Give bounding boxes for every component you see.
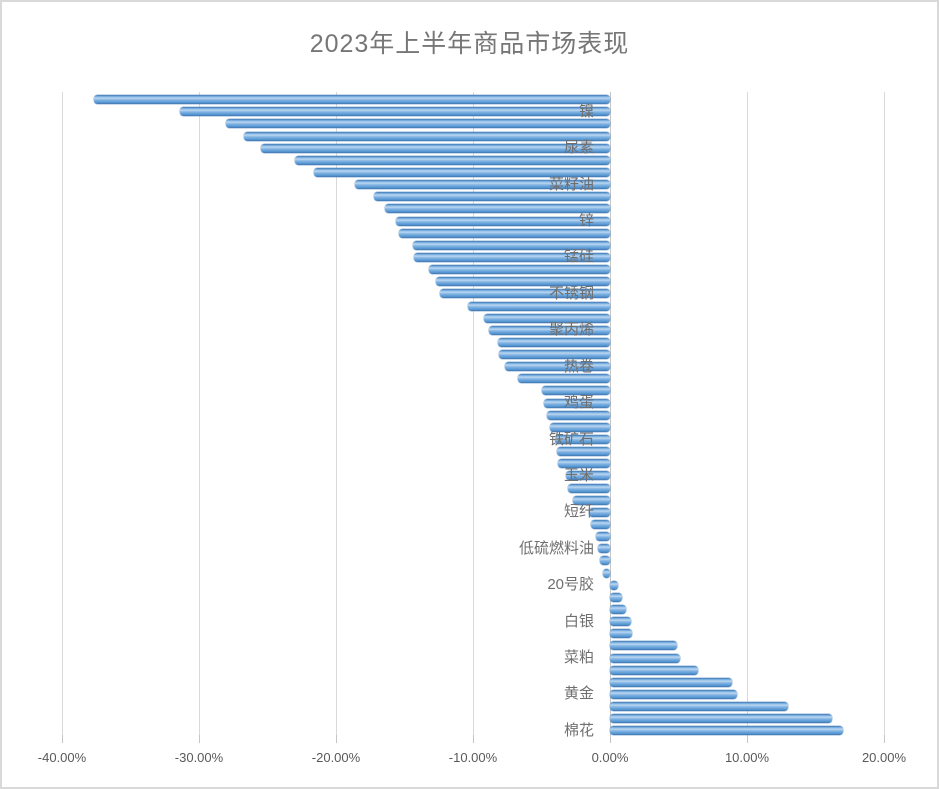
bar[interactable] bbox=[610, 641, 678, 651]
bar[interactable] bbox=[499, 350, 610, 360]
bar[interactable] bbox=[600, 556, 610, 566]
bar[interactable] bbox=[610, 665, 698, 675]
bar[interactable] bbox=[567, 483, 610, 493]
bar[interactable] bbox=[314, 168, 610, 178]
x-axis-tick-label: -20.00% bbox=[311, 750, 361, 765]
bar[interactable] bbox=[610, 714, 832, 724]
bar[interactable] bbox=[93, 95, 610, 105]
bar[interactable] bbox=[412, 240, 610, 250]
tick-mark bbox=[884, 735, 885, 743]
bar[interactable] bbox=[518, 374, 610, 384]
bar[interactable] bbox=[610, 726, 843, 736]
category-label: 不锈钢 bbox=[548, 284, 594, 302]
tick-mark bbox=[336, 735, 337, 743]
x-axis-tick-label: 0.00% bbox=[591, 750, 629, 765]
gridline bbox=[747, 92, 748, 735]
gridline bbox=[336, 92, 337, 735]
bar[interactable] bbox=[436, 277, 610, 287]
category-label: 玉米 bbox=[563, 466, 594, 484]
category-label: 锌 bbox=[578, 212, 594, 230]
bar[interactable] bbox=[573, 495, 610, 505]
bar[interactable] bbox=[244, 131, 610, 141]
category-label: 尿素 bbox=[563, 139, 594, 157]
bar[interactable] bbox=[541, 386, 610, 396]
bar[interactable] bbox=[440, 289, 610, 299]
bar[interactable] bbox=[504, 362, 610, 372]
category-label: 锰硅 bbox=[563, 248, 594, 266]
category-label: 镍 bbox=[578, 102, 594, 120]
tick-mark bbox=[473, 735, 474, 743]
bar[interactable] bbox=[589, 507, 610, 517]
bar[interactable] bbox=[260, 143, 610, 153]
x-axis-tick-label: 10.00% bbox=[724, 750, 770, 765]
bar[interactable] bbox=[489, 325, 610, 335]
category-label: 菜粕 bbox=[563, 649, 594, 666]
bar[interactable] bbox=[294, 155, 610, 165]
bar[interactable] bbox=[596, 532, 610, 542]
category-label: 20号胶 bbox=[547, 576, 594, 594]
bar[interactable] bbox=[414, 252, 610, 262]
tick-mark bbox=[62, 735, 63, 743]
category-label: 聚丙烯 bbox=[548, 321, 594, 339]
category-label: 铁矿石 bbox=[548, 430, 594, 448]
x-axis-tick-label: -30.00% bbox=[174, 750, 224, 765]
category-label: 热卷 bbox=[563, 357, 594, 375]
bar[interactable] bbox=[557, 459, 610, 469]
value-axis-line bbox=[610, 92, 611, 735]
bar[interactable] bbox=[549, 422, 610, 432]
category-label: 短纤 bbox=[563, 503, 594, 521]
bar[interactable] bbox=[566, 471, 610, 481]
bar[interactable] bbox=[610, 677, 732, 687]
x-axis-tick-label: -10.00% bbox=[448, 750, 498, 765]
bar[interactable] bbox=[610, 653, 680, 663]
bar[interactable] bbox=[597, 544, 610, 554]
bar[interactable] bbox=[546, 410, 610, 420]
bar[interactable] bbox=[396, 216, 610, 226]
category-label: 鸡蛋 bbox=[563, 394, 594, 412]
bar[interactable] bbox=[603, 568, 610, 578]
category-label: 黄金 bbox=[563, 685, 594, 703]
bar[interactable] bbox=[610, 689, 738, 699]
tick-mark bbox=[747, 735, 748, 743]
gridline bbox=[884, 92, 885, 735]
bar[interactable] bbox=[610, 617, 631, 627]
gridline bbox=[199, 92, 200, 735]
bar[interactable] bbox=[374, 192, 610, 202]
x-axis-tick-label: -40.00% bbox=[37, 750, 87, 765]
bar[interactable] bbox=[179, 107, 610, 117]
bar[interactable] bbox=[399, 228, 610, 238]
bar[interactable] bbox=[590, 519, 610, 529]
tick-mark bbox=[610, 735, 611, 743]
bar[interactable] bbox=[483, 313, 610, 323]
bar[interactable] bbox=[226, 119, 610, 129]
chart-title: 2023年上半年商品市场表现 bbox=[309, 30, 630, 58]
bar[interactable] bbox=[385, 204, 610, 214]
bar[interactable] bbox=[556, 447, 610, 457]
bar[interactable] bbox=[497, 337, 610, 347]
gridline bbox=[473, 92, 474, 735]
category-label: 菜籽油 bbox=[548, 175, 594, 193]
bar[interactable] bbox=[355, 180, 610, 190]
bar[interactable] bbox=[610, 580, 619, 590]
bar[interactable] bbox=[429, 265, 610, 275]
category-label: 低硫燃料油 bbox=[518, 539, 594, 557]
bar[interactable] bbox=[610, 604, 627, 614]
bar[interactable] bbox=[555, 435, 610, 445]
gridline bbox=[62, 92, 63, 735]
bar[interactable] bbox=[610, 702, 789, 712]
category-label: 棉花 bbox=[563, 721, 594, 739]
x-axis-tick-label: 20.00% bbox=[861, 750, 907, 765]
bar[interactable] bbox=[610, 629, 632, 639]
bar[interactable] bbox=[544, 398, 610, 408]
tick-mark bbox=[199, 735, 200, 743]
bar[interactable] bbox=[610, 592, 623, 602]
bar[interactable] bbox=[467, 301, 610, 311]
category-label: 白银 bbox=[563, 612, 594, 630]
